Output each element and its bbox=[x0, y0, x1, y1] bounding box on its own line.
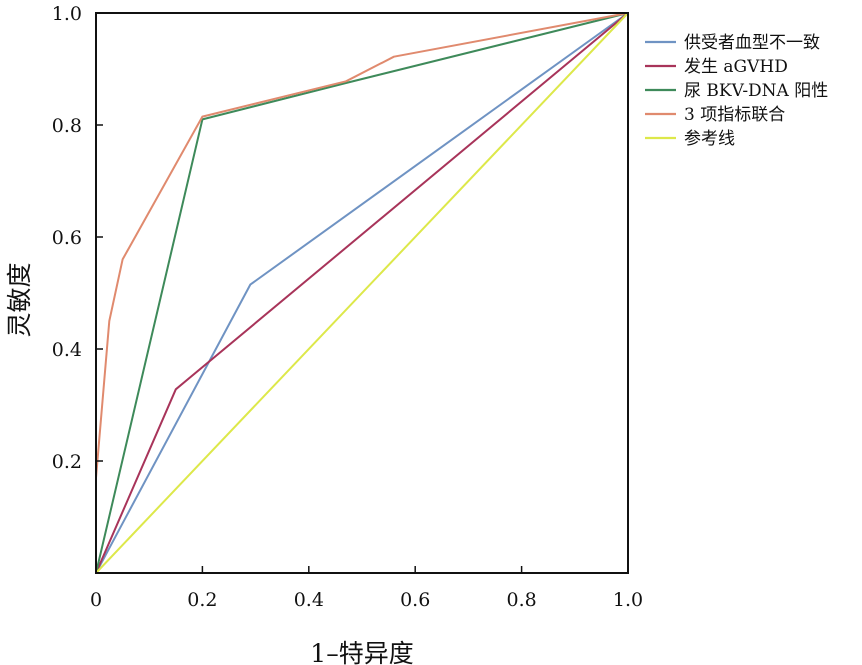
legend-label: 尿 BKV-DNA 阳性 bbox=[684, 81, 828, 101]
x-axis-ticks: 0 0.2 0.4 0.6 0.8 1.0 bbox=[90, 566, 643, 611]
x-tick-label: 0.2 bbox=[187, 589, 217, 611]
series-layer bbox=[95, 12, 629, 574]
legend-label: 发生 aGVHD bbox=[684, 57, 788, 77]
series-line-4 bbox=[95, 12, 629, 573]
x-tick-label: 0.8 bbox=[506, 589, 536, 611]
x-tick-label: 0.6 bbox=[400, 589, 430, 611]
series-line-3 bbox=[95, 12, 629, 574]
y-tick-label: 0.4 bbox=[52, 339, 82, 361]
x-tick-label: 0 bbox=[90, 589, 102, 611]
y-axis-ticks: 0.2 0.4 0.6 0.8 1.0 bbox=[52, 3, 103, 473]
series-line-1 bbox=[95, 12, 629, 574]
x-tick-label: 1.0 bbox=[613, 589, 643, 611]
series-line-5 bbox=[95, 12, 629, 574]
legend-label: 供受者血型不一致 bbox=[684, 33, 820, 53]
y-axis-title: 灵敏度 bbox=[5, 262, 34, 337]
plot-frame bbox=[95, 12, 629, 574]
y-tick-label: 0.2 bbox=[52, 451, 82, 473]
y-tick-label: 1.0 bbox=[52, 3, 82, 25]
y-tick-label: 0.8 bbox=[52, 115, 82, 137]
legend-label: 3 项指标联合 bbox=[684, 105, 785, 125]
y-tick-label: 0.6 bbox=[52, 227, 82, 249]
x-tick-label: 0.4 bbox=[294, 589, 324, 611]
legend-label: 参考线 bbox=[684, 129, 735, 149]
x-axis-title: 1–特异度 bbox=[310, 639, 413, 665]
series-line-2 bbox=[95, 12, 629, 574]
